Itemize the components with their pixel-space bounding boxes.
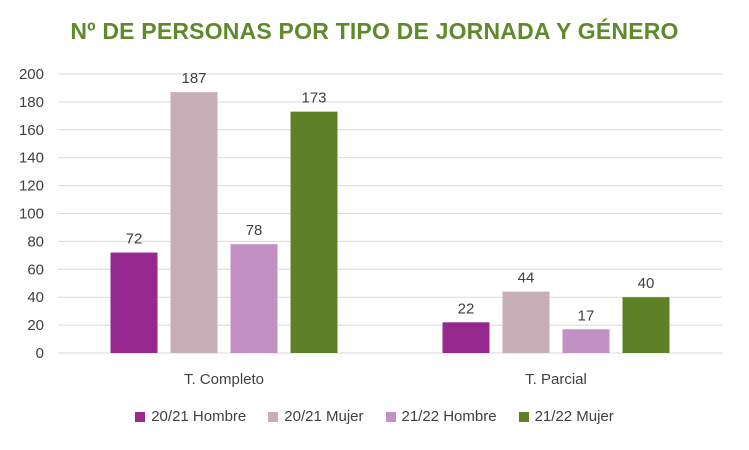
data-label: 40 — [638, 275, 655, 292]
x-category-label: T. Parcial — [525, 371, 587, 388]
legend-label: 20/21 Hombre — [151, 408, 247, 425]
legend-swatch — [518, 411, 529, 422]
x-category-label: T. Completo — [184, 371, 264, 388]
y-tick-label: 60 — [27, 261, 44, 278]
y-tick-label: 160 — [19, 122, 44, 139]
bar — [622, 297, 670, 353]
y-tick-label: 0 — [36, 345, 44, 362]
data-label: 187 — [181, 70, 206, 87]
y-tick-label: 140 — [19, 150, 44, 167]
bar — [110, 252, 158, 353]
bar — [562, 329, 610, 353]
chart-legend: 20/21 Hombre 20/21 Mujer 21/22 Hombre 21/22… — [0, 408, 749, 425]
bar — [502, 291, 550, 353]
legend-swatch — [135, 411, 146, 422]
bar — [170, 92, 218, 353]
y-tick-label: 120 — [19, 178, 44, 195]
bar-chart: 0 20 40 60 80 100 120 140 160 180 200 72 187 78 173 T. … — [19, 66, 722, 388]
legend-item: 20/21 Hombre — [135, 408, 246, 425]
legend-label: 21/22 Mujer — [534, 408, 614, 425]
data-label: 173 — [301, 90, 326, 107]
data-label: 72 — [126, 231, 143, 248]
y-tick-label: 80 — [27, 233, 44, 250]
data-label: 22 — [458, 300, 475, 317]
legend-swatch — [385, 411, 396, 422]
bar — [442, 322, 490, 353]
y-tick-label: 40 — [27, 289, 44, 306]
bar — [230, 244, 278, 353]
legend-item: 21/22 Hombre — [385, 408, 497, 425]
y-tick-label: 20 — [27, 317, 44, 334]
bar — [290, 111, 338, 353]
legend-label: 21/22 Hombre — [401, 408, 497, 425]
legend-swatch — [268, 411, 279, 422]
legend-item: 20/21 Mujer — [268, 408, 364, 425]
data-label: 78 — [246, 222, 263, 239]
data-label: 17 — [578, 307, 595, 324]
data-label: 44 — [518, 270, 535, 287]
legend-label: 20/21 Mujer — [284, 408, 364, 425]
y-tick-label: 180 — [19, 94, 44, 111]
y-tick-label: 200 — [19, 66, 44, 83]
legend-item: 21/22 Mujer — [518, 408, 614, 425]
chart-title: Nº DE PERSONAS POR TIPO DE JORNADA Y GÉN… — [70, 18, 679, 44]
y-tick-label: 100 — [19, 206, 44, 223]
